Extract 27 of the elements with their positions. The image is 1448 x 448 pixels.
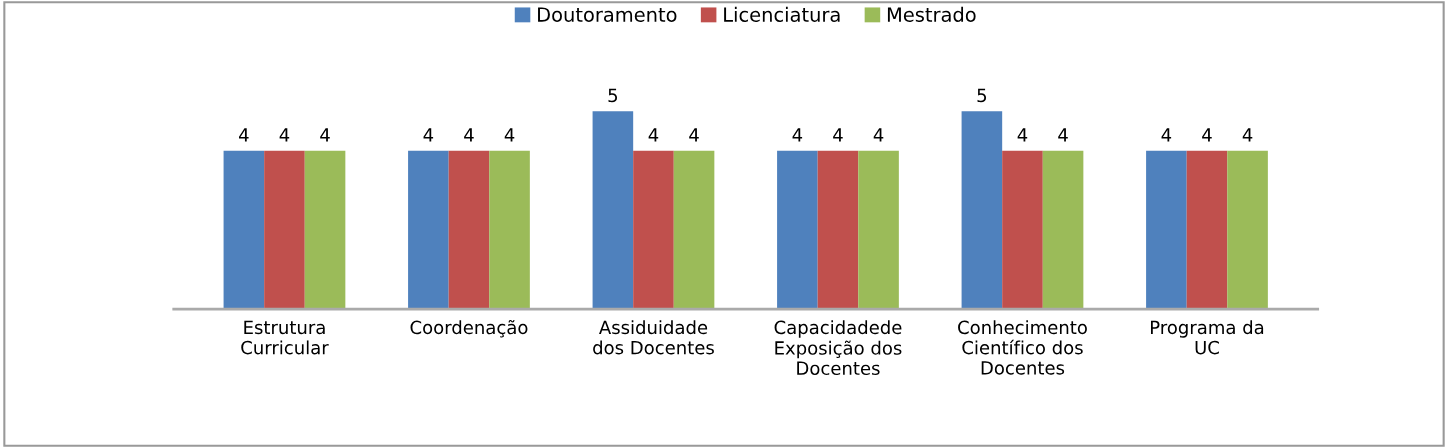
x-tick-label: Assiduidade dos Docentes — [593, 320, 714, 355]
x-tick-label: Coordenação — [410, 319, 528, 338]
data-label: 4 — [1017, 128, 1028, 142]
data-label: 4 — [1242, 128, 1253, 142]
data-label: 5 — [977, 88, 987, 103]
data-label: 4 — [792, 128, 803, 142]
x-tick-label: Capacidadede Exposição dos Docentes — [774, 320, 902, 376]
legend-label: Doutoramento — [538, 7, 677, 22]
data-label: 4 — [1058, 128, 1068, 142]
data-label: 4 — [239, 128, 249, 142]
data-label: 4 — [504, 128, 515, 142]
data-label: 4 — [1161, 128, 1172, 142]
data-label: 4 — [464, 128, 474, 142]
data-label: 4 — [689, 128, 699, 142]
x-tick-label: Conhecimento Científico dos Docentes — [958, 320, 1087, 375]
data-label: 4 — [279, 128, 290, 142]
data-label: 5 — [608, 88, 618, 103]
legend-label: Licenciatura — [724, 6, 840, 22]
data-label: 4 — [648, 128, 659, 142]
x-tick-label: Estrutura Curricular — [241, 320, 329, 355]
x-tick-label: Programa da UC — [1151, 320, 1264, 355]
data-label: 4 — [833, 128, 843, 142]
legend-label: Mestrado — [887, 6, 976, 22]
data-label: 4 — [1202, 128, 1212, 142]
data-label: 4 — [320, 128, 330, 142]
data-label: 4 — [873, 128, 884, 142]
data-label: 4 — [423, 128, 434, 142]
